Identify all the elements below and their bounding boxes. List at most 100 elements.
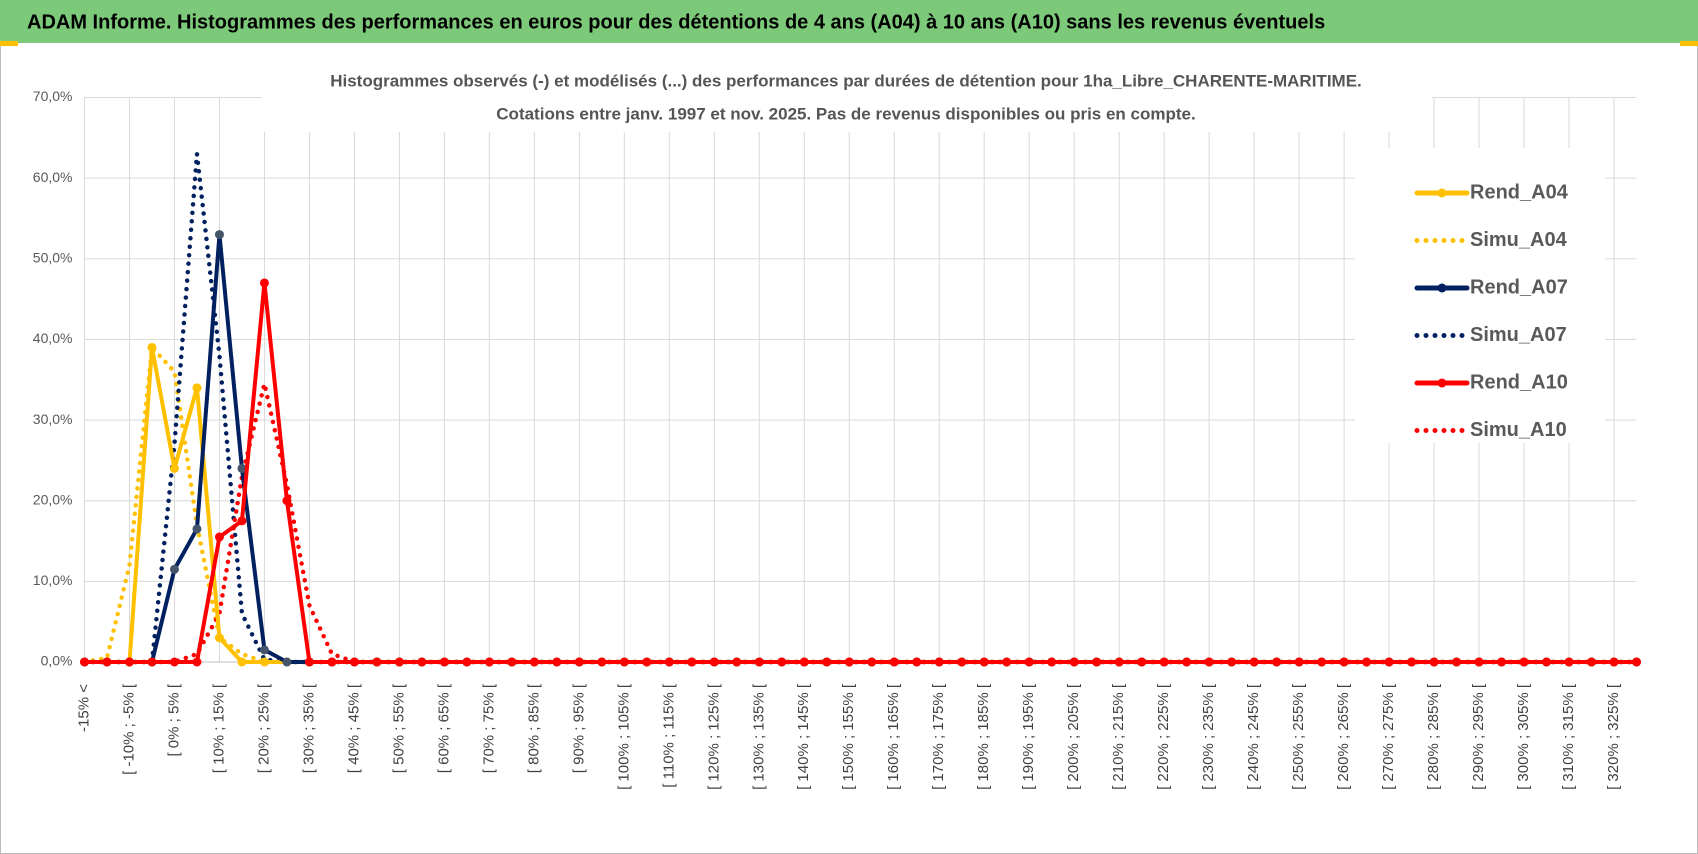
point — [214, 532, 224, 542]
x-tick-label: [ 250% ; 255% [ — [1290, 683, 1307, 790]
y-tick-label: 0,0% — [41, 653, 73, 669]
point — [1047, 657, 1057, 667]
legend-box — [1355, 148, 1605, 443]
x-tick-label: [ 100% ; 105% [ — [615, 683, 632, 790]
point — [237, 657, 247, 667]
point — [484, 657, 494, 667]
x-tick-label: [ 160% ; 165% [ — [885, 683, 902, 790]
legend-marker — [1437, 188, 1447, 198]
point — [1317, 657, 1327, 667]
point — [417, 657, 427, 667]
point — [394, 657, 404, 667]
point — [1474, 657, 1484, 667]
point — [1159, 657, 1169, 667]
point — [259, 645, 269, 655]
point — [1362, 657, 1372, 667]
point — [237, 516, 247, 526]
legend-label: Rend_A07 — [1470, 276, 1568, 298]
x-tick-label: [ 60% ; 65% [ — [435, 683, 452, 773]
point — [822, 657, 832, 667]
point — [1182, 657, 1192, 667]
point — [192, 383, 202, 393]
x-tick-label: [ 210% ; 215% [ — [1110, 683, 1127, 790]
point — [1519, 657, 1529, 667]
x-tick-label: [ 310% ; 315% [ — [1560, 683, 1577, 790]
point — [709, 657, 719, 667]
point — [754, 657, 764, 667]
point — [1249, 657, 1259, 667]
point — [1002, 657, 1012, 667]
x-tick-label: [ 70% ; 75% [ — [480, 683, 497, 773]
point — [664, 657, 674, 667]
point — [1452, 657, 1462, 667]
title-backdrop — [262, 62, 1432, 132]
chart-subtitle: Cotations entre janv. 1997 et nov. 2025.… — [496, 104, 1195, 123]
point — [1407, 657, 1417, 667]
header-bar — [0, 0, 1698, 43]
point — [147, 342, 157, 352]
point — [259, 657, 269, 667]
point — [1429, 657, 1439, 667]
point — [80, 657, 89, 667]
point — [169, 657, 179, 667]
point — [349, 657, 359, 667]
point — [574, 657, 584, 667]
point — [1137, 657, 1147, 667]
point — [957, 657, 967, 667]
x-tick-label: [ 20% ; 25% [ — [255, 683, 272, 773]
point — [282, 496, 292, 506]
x-tick-label: [ 120% ; 125% [ — [705, 683, 722, 790]
point — [237, 463, 247, 473]
point — [214, 633, 224, 643]
point — [507, 657, 517, 667]
point — [1069, 657, 1079, 667]
point — [1609, 657, 1619, 667]
y-tick-label: 10,0% — [33, 572, 73, 588]
point — [1339, 657, 1349, 667]
x-tick-label: [ 170% ; 175% [ — [930, 683, 947, 790]
x-tick-label: -15% < — [75, 684, 92, 732]
legend-marker — [1437, 378, 1447, 388]
x-tick-label: [ 80% ; 85% [ — [525, 683, 542, 773]
point — [1564, 657, 1574, 667]
point — [192, 657, 202, 667]
x-tick-label: [ 280% ; 285% [ — [1425, 683, 1442, 790]
point — [777, 657, 787, 667]
point — [597, 657, 607, 667]
x-tick-label: [ 10% ; 15% [ — [210, 683, 227, 773]
point — [1114, 657, 1124, 667]
y-tick-label: 60,0% — [33, 169, 73, 185]
x-tick-label: [ 300% ; 305% [ — [1515, 683, 1532, 790]
x-tick-label: [ 40% ; 45% [ — [345, 683, 362, 773]
chart-title: Histogrammes observés (-) et modélisés (… — [330, 71, 1362, 90]
point — [124, 657, 134, 667]
corner-accent — [0, 41, 18, 46]
point — [1294, 657, 1304, 667]
point — [732, 657, 742, 667]
legend-label: Rend_A10 — [1470, 371, 1568, 393]
header-title: ADAM Informe. Histogrammes des performan… — [27, 11, 1325, 33]
point — [304, 657, 314, 667]
point — [462, 657, 472, 667]
plot: 0,0% 10,0% 20,0% 30,0% 40,0% 50,0% 60,0% 70,0% -… — [33, 88, 1641, 790]
y-tick-label: 30,0% — [33, 411, 73, 427]
point — [169, 564, 179, 574]
corner-accent — [1680, 41, 1698, 46]
x-tick-label: [ 220% ; 225% [ — [1155, 683, 1172, 790]
point — [642, 657, 652, 667]
x-tick-label: [ 0% ; 5% [ — [165, 683, 182, 756]
x-tick-label: [ 180% ; 185% [ — [975, 683, 992, 790]
x-tick-label: [ 260% ; 265% [ — [1335, 683, 1352, 790]
point — [102, 657, 112, 667]
point — [1204, 657, 1214, 667]
point — [147, 657, 157, 667]
y-tick-label: 40,0% — [33, 330, 73, 346]
legend-marker — [1437, 283, 1447, 293]
point — [259, 278, 269, 288]
legend-label: Simu_A07 — [1470, 324, 1567, 346]
point — [439, 657, 449, 667]
point — [979, 657, 989, 667]
point — [844, 657, 854, 667]
x-tick-label: [ -10% ; -5% [ — [120, 683, 137, 775]
point — [867, 657, 877, 667]
